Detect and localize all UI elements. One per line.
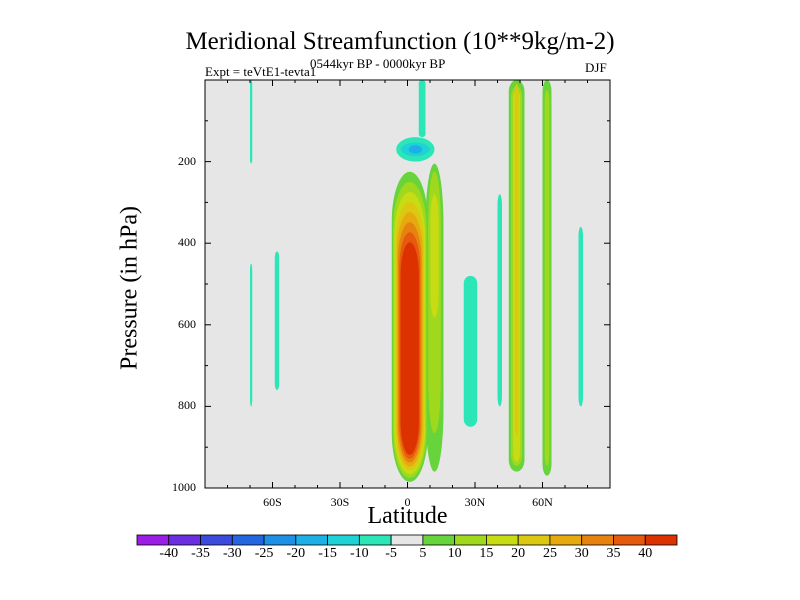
x-axis-label: Latitude — [367, 503, 448, 529]
nh-negative-strip-2-level-0 — [497, 194, 502, 407]
colorbar-label: -10 — [350, 546, 369, 561]
contour-sh-midlat-negative-1 — [250, 80, 253, 164]
contour-nh-positive-column-1 — [508, 80, 525, 472]
sh-midlat-negative-3-level-0 — [274, 251, 280, 391]
x-tick-label: 30N — [464, 495, 486, 509]
colorbar-label: -15 — [318, 546, 337, 561]
contour-nh-negative-strip-3 — [578, 226, 583, 407]
colorbar-box — [549, 534, 583, 546]
nh-negative-strip-3-level-0 — [578, 226, 583, 407]
colorbar-box — [168, 534, 201, 546]
colorbar-label: -25 — [254, 546, 274, 561]
colorbar-label: -5 — [385, 546, 397, 561]
y-axis-label: Pressure (in hPa) — [116, 206, 143, 370]
tropical-positive-cell-level-7 — [400, 242, 419, 455]
colorbar-label: 20 — [511, 546, 526, 561]
colorbar-box — [200, 534, 233, 546]
colorbar-box — [454, 534, 487, 546]
colorbar-label: 5 — [419, 546, 427, 561]
colorbar-box — [231, 534, 265, 546]
colorbar-label: -40 — [159, 546, 179, 561]
colorbar-box — [581, 534, 614, 546]
colorbar-box — [263, 534, 297, 546]
contour-ne-positive-tongue — [425, 163, 444, 472]
column-negative-top-level-0 — [418, 80, 426, 138]
x-tick-label: 0 — [404, 495, 411, 509]
y-tick-label: 600 — [178, 316, 196, 331]
contour-nh-negative-strip-2 — [497, 194, 502, 407]
y-tick-label: 800 — [178, 398, 196, 413]
colorbar-box — [613, 534, 646, 546]
colorbar-box — [422, 534, 456, 546]
colorbar-box — [295, 534, 328, 546]
chart-subtitle-period: 0544kyr BP - 0000kyr BP — [310, 56, 446, 71]
contour-nh-positive-column-2 — [542, 80, 552, 476]
colorbar-label: 25 — [542, 546, 557, 561]
colorbar-label: 30 — [574, 546, 589, 561]
y-tick-label: 1000 — [172, 480, 196, 494]
colorbar-box — [644, 534, 678, 546]
sh-midlat-negative-2-level-0 — [250, 263, 253, 407]
ne-positive-tongue-level-2 — [430, 194, 439, 318]
colorbar-label: 15 — [479, 546, 494, 561]
chart-subtitle-experiment: Expt = teVtE1-tevta1 — [205, 64, 317, 79]
colorbar-box — [358, 534, 392, 546]
colorbar-box — [136, 534, 170, 546]
colorbar-box — [517, 534, 551, 546]
colorbar-label: -35 — [191, 546, 210, 561]
y-tick-label: 400 — [178, 235, 196, 250]
colorbar-label: 10 — [447, 546, 462, 561]
colorbar-label: 40 — [638, 546, 653, 561]
contour-nh-negative-strip-1 — [463, 275, 478, 427]
colorbar-label: -20 — [286, 546, 306, 561]
contour-sh-midlat-negative-3 — [274, 251, 280, 391]
colorbar-box — [486, 534, 519, 546]
x-tick-label: 30S — [330, 495, 350, 509]
nh-positive-column-2-level-1 — [544, 89, 550, 466]
chart-title: Meridional Streamfunction (10**9kg/m-2) — [185, 28, 615, 55]
sh-midlat-negative-1-level-0 — [250, 80, 253, 164]
colorbar-box — [327, 534, 360, 546]
chart-subtitle-season: DJF — [585, 60, 607, 75]
x-tick-label: 60N — [532, 495, 553, 509]
nh-negative-strip-1-level-0 — [463, 275, 478, 427]
contour-upper-tropical-negative — [396, 137, 435, 162]
contour-column-negative-top — [418, 80, 426, 138]
upper-tropical-negative-level-2 — [408, 145, 423, 154]
colorbar-label: 35 — [606, 546, 621, 561]
x-tick-label: 60S — [263, 495, 282, 509]
y-tick-label: 200 — [178, 153, 196, 168]
contour-tropical-positive-cell — [391, 171, 428, 482]
contour-sh-midlat-negative-2 — [250, 263, 253, 407]
colorbar-label: -30 — [222, 546, 242, 561]
nh-positive-column-1-level-3 — [514, 83, 519, 437]
colorbar-box — [390, 534, 424, 546]
